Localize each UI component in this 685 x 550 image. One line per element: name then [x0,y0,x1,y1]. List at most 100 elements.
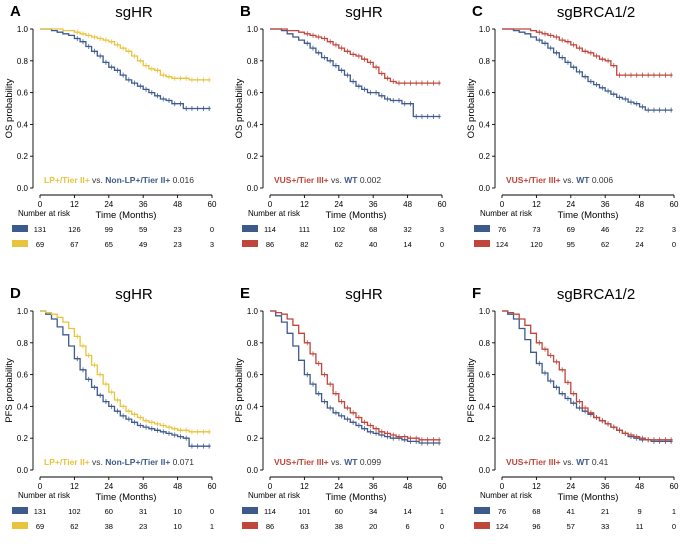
risk-count: 69 [36,522,44,531]
risk-count: 120 [530,240,543,249]
risk-count: 49 [139,240,147,249]
risk-row-swatch [474,240,490,247]
legend-part-3: 0.002 [357,175,381,185]
y-tick-label: 0.0 [479,184,491,193]
panel-title: sgHR [115,286,153,303]
y-tick-label: 0.6 [479,89,491,98]
legend-part-0: VUS+/Tier III+ [506,175,561,185]
risk-table-title: Number at risk [480,209,533,218]
legend-part-3: 0.006 [589,175,613,185]
risk-row-swatch [474,507,490,514]
x-tick-label: 48 [173,482,182,491]
legend-part-3: 0.016 [170,175,194,185]
risk-count: 31 [139,507,147,516]
risk-count: 62 [70,522,78,531]
y-tick-label: 0.8 [479,57,491,66]
legend-pvalue: LP+/Tier II+ vs. Non-LP+/Tier II+ 0.016 [44,175,194,185]
risk-count: 0 [210,225,214,234]
y-tick-label: 0.4 [247,120,259,129]
risk-count: 1 [672,507,676,516]
risk-count: 57 [567,522,575,531]
y-tick-label: 0.4 [17,120,29,129]
y-tick-label: 0.2 [479,152,491,161]
x-axis-label: Time (Months) [96,492,157,503]
y-tick-label: 0.0 [17,184,29,193]
x-axis-label: Time (Months) [558,210,619,221]
x-tick-label: 60 [438,482,447,491]
risk-count: 20 [369,522,377,531]
legend-part-0: LP+/Tier II+ [44,457,90,467]
km-curve-series-1 [270,28,441,118]
x-tick-label: 0 [268,482,273,491]
y-axis-label: OS probability [234,78,245,138]
risk-count: 14 [403,507,411,516]
y-tick-label: 0.0 [17,466,29,475]
x-tick-label: 60 [208,200,217,209]
risk-count: 24 [635,240,643,249]
risk-count: 40 [369,240,377,249]
risk-table-title: Number at risk [18,209,71,218]
risk-count: 34 [369,507,377,516]
legend-part-1: vs. [329,457,345,467]
panel-title: sgHR [345,4,383,21]
y-tick-label: 0.2 [247,152,259,161]
panel-title: sgBRCA1/2 [557,286,635,303]
risk-count: 124 [496,522,509,531]
x-tick-label: 0 [38,200,43,209]
y-tick-label: 0.6 [17,89,29,98]
risk-count: 62 [601,240,609,249]
risk-count: 69 [36,240,44,249]
risk-count: 3 [440,225,444,234]
legend-part-0: LP+/Tier II+ [44,175,90,185]
risk-count: 0 [672,522,676,531]
risk-row-swatch [242,507,258,514]
x-tick-label: 60 [670,482,679,491]
y-tick-label: 0.2 [17,434,29,443]
risk-count: 10 [173,507,181,516]
risk-count: 126 [68,225,81,234]
risk-count: 0 [440,522,444,531]
y-axis-label: PFS probability [466,358,477,423]
risk-count: 95 [567,240,575,249]
x-tick-label: 48 [635,482,644,491]
risk-count: 60 [335,507,343,516]
y-tick-label: 0.6 [17,371,29,380]
panel-title: sgBRCA1/2 [557,4,635,21]
y-axis-label: PFS probability [4,358,15,423]
y-tick-label: 1.0 [17,25,29,34]
risk-table-title: Number at risk [480,491,533,500]
y-tick-label: 0.6 [479,371,491,380]
x-tick-label: 0 [38,482,43,491]
x-tick-label: 60 [208,482,217,491]
risk-count: 9 [638,507,642,516]
risk-count: 101 [298,507,311,516]
legend-pvalue: VUS+/Tier III+ vs. WT 0.002 [274,175,381,185]
legend-pvalue: LP+/Tier II+ vs. Non-LP+/Tier II+ 0.071 [44,457,194,467]
y-tick-label: 0.4 [479,402,491,411]
risk-count: 68 [532,507,540,516]
x-tick-label: 24 [334,482,343,491]
y-tick-label: 0.2 [479,434,491,443]
panel-letter: A [10,3,21,20]
y-tick-label: 0.8 [479,339,491,348]
y-tick-label: 1.0 [17,307,29,316]
risk-count: 114 [264,507,276,516]
risk-row-swatch [242,240,258,247]
y-tick-label: 0.0 [479,466,491,475]
risk-count: 86 [266,240,274,249]
risk-count: 82 [300,240,308,249]
y-axis-label: PFS probability [234,358,245,423]
x-tick-label: 12 [532,200,541,209]
risk-count: 23 [173,225,181,234]
risk-count: 0 [440,240,444,249]
legend-part-0: VUS+/Tier III+ [506,457,561,467]
x-tick-label: 36 [601,200,610,209]
km-curve-series-1 [502,28,673,111]
legend-part-3: 0.071 [170,457,194,467]
x-tick-label: 48 [173,200,182,209]
risk-count: 102 [68,507,81,516]
risk-count: 62 [335,240,343,249]
